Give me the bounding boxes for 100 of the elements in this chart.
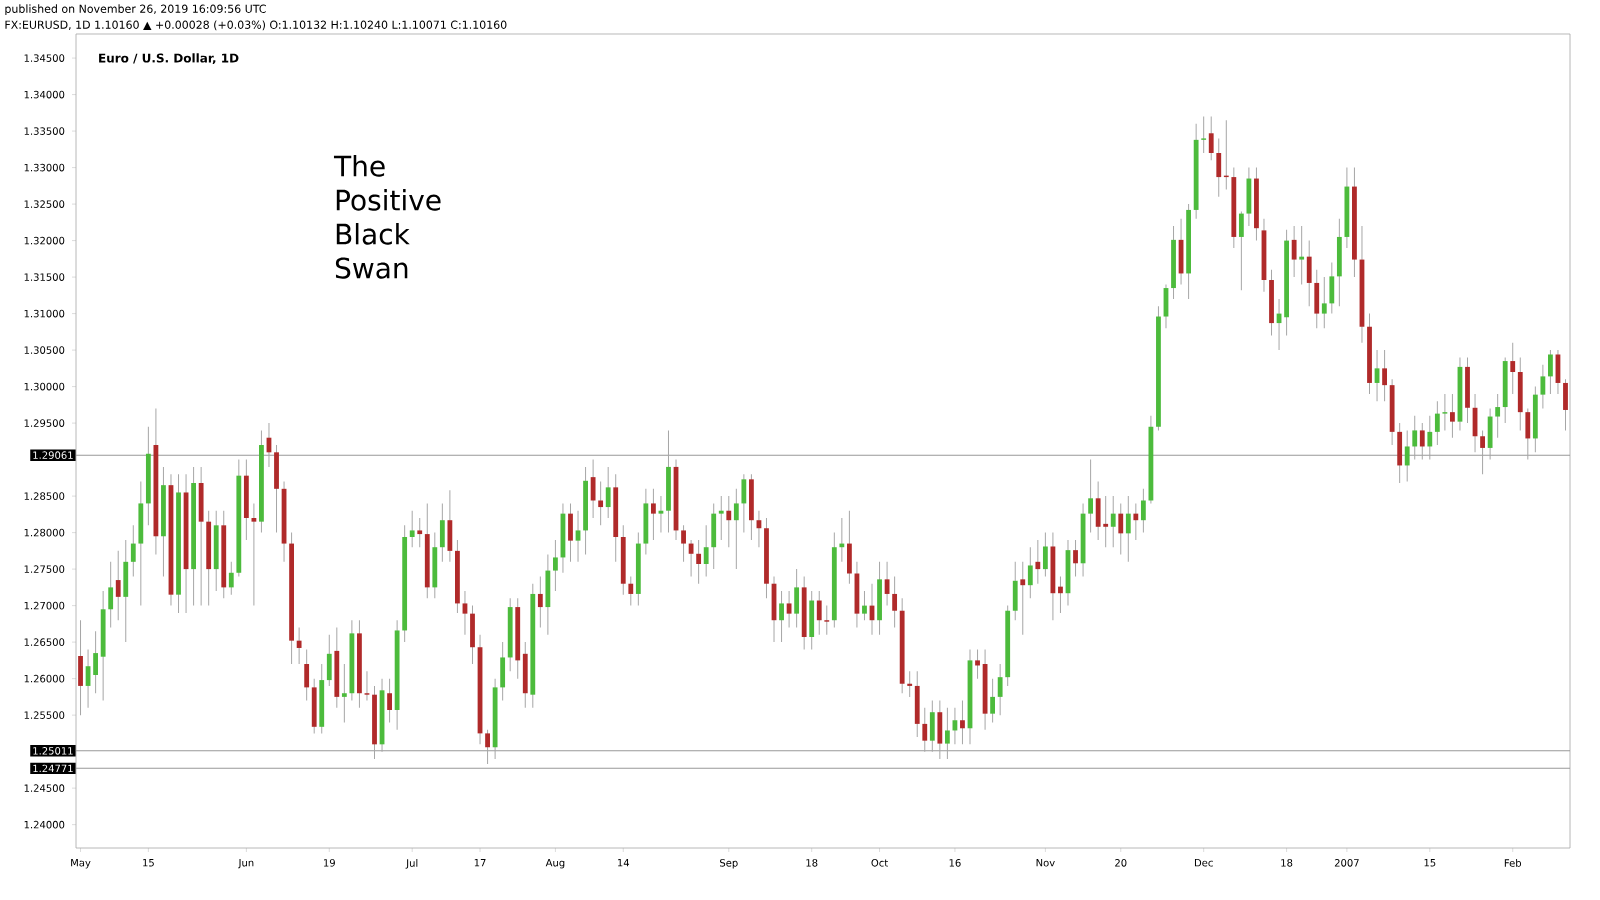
candlestick — [1314, 269, 1320, 329]
candlestick — [1073, 539, 1078, 577]
candlestick — [824, 605, 830, 636]
candlestick — [1020, 561, 1026, 636]
candlestick — [1525, 408, 1531, 461]
candlestick — [545, 554, 551, 636]
candlestick — [1397, 422, 1403, 484]
candlestick — [598, 481, 604, 526]
candlestick — [937, 700, 943, 760]
candlestick — [1027, 546, 1033, 599]
candlestick — [1321, 276, 1327, 329]
candlestick — [1125, 495, 1131, 563]
candlestick — [439, 502, 445, 563]
candlestick — [688, 539, 694, 577]
candlestick — [816, 590, 822, 636]
candlestick — [462, 590, 468, 636]
candlestick — [228, 561, 234, 596]
candlestick — [206, 510, 212, 607]
candlestick — [130, 524, 136, 577]
candlestick — [213, 510, 219, 592]
candlestick — [1118, 502, 1124, 556]
candlestick — [447, 489, 453, 563]
candlestick — [877, 561, 882, 636]
candlestick — [1208, 115, 1214, 161]
candlestick — [862, 590, 867, 621]
candlestick — [794, 568, 800, 629]
candlestick — [1201, 115, 1207, 154]
candlestick — [364, 670, 370, 702]
candlestick — [1291, 225, 1297, 278]
candlestick — [1095, 481, 1101, 541]
candlestick — [696, 539, 702, 585]
candlestick — [651, 488, 656, 541]
candlestick — [703, 524, 709, 577]
candlestick — [1517, 356, 1523, 431]
candlestick — [1487, 408, 1493, 461]
candlestick — [990, 678, 996, 723]
candlestick — [711, 502, 717, 570]
candlestick — [718, 495, 724, 541]
candlestick — [198, 466, 204, 607]
candlestick — [944, 707, 950, 760]
candlestick — [922, 707, 928, 753]
candlestick — [929, 700, 935, 753]
candlestick — [409, 510, 415, 548]
candlestick — [1299, 225, 1305, 285]
candlestick — [1450, 393, 1455, 439]
candlestick — [786, 590, 792, 629]
candlestick — [846, 510, 852, 585]
candlestick — [907, 670, 913, 698]
candlestick — [681, 524, 686, 563]
candlestick — [341, 663, 347, 723]
candlestick — [997, 663, 1003, 716]
candlestick — [1465, 356, 1470, 424]
candlestick — [1088, 459, 1094, 534]
candlestick — [1329, 262, 1335, 315]
candlestick — [1495, 393, 1501, 439]
candlestick — [470, 605, 475, 665]
candlestick — [537, 575, 543, 629]
candlestick — [1412, 415, 1418, 461]
candlestick — [726, 495, 732, 548]
candlestick — [1480, 429, 1485, 475]
candlestick — [1336, 218, 1342, 307]
candlestick — [666, 429, 671, 534]
candlestick — [500, 641, 506, 702]
candlestick — [417, 517, 423, 548]
candlestick — [1548, 349, 1553, 395]
candlestick — [605, 466, 611, 519]
candlestick — [108, 561, 114, 629]
candlestick — [1442, 393, 1448, 431]
annotation: The Positive Black Swan — [333, 155, 441, 279]
candlestick — [628, 575, 634, 607]
candlestick — [326, 634, 332, 687]
candlestick — [1042, 532, 1048, 577]
candlestick — [590, 459, 596, 519]
candlestick — [123, 539, 129, 643]
candlestick — [485, 729, 490, 765]
candlestick — [251, 502, 257, 607]
candlestick — [1404, 429, 1410, 483]
candlestick — [1110, 495, 1116, 548]
candlestick — [1502, 356, 1508, 424]
candlestick — [1269, 269, 1274, 336]
candlestick — [1382, 349, 1387, 402]
candlestick — [1427, 415, 1433, 461]
candlestick — [100, 590, 106, 702]
candlestick — [1540, 364, 1546, 410]
candlestick — [620, 524, 626, 596]
candlestick — [1306, 240, 1312, 307]
candlestick — [575, 510, 581, 563]
candlestick — [243, 459, 249, 541]
candlestick — [296, 627, 302, 665]
candlestick — [1216, 137, 1222, 198]
candlestick — [568, 502, 573, 563]
candlestick — [1035, 539, 1041, 585]
candlestick — [1532, 386, 1538, 453]
candlestick — [1434, 400, 1440, 446]
candlestick — [809, 590, 815, 650]
candlestick — [319, 663, 325, 734]
candlestick — [960, 700, 965, 745]
candlestick — [387, 678, 392, 723]
candlestick — [1238, 210, 1244, 291]
candlestick — [274, 444, 279, 534]
